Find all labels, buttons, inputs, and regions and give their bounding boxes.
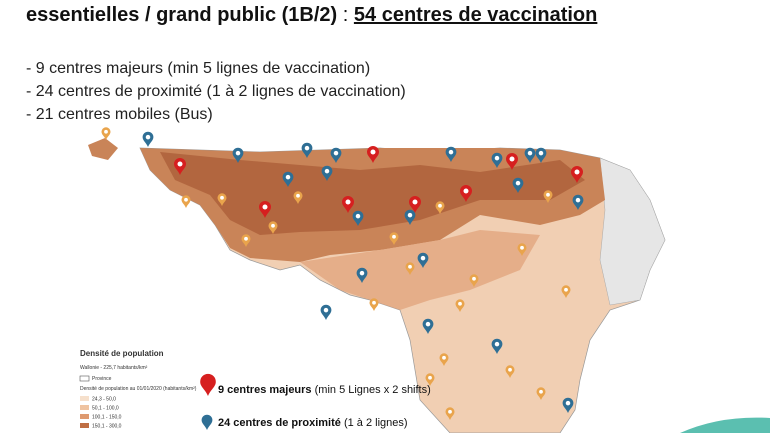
- pin-dot: [538, 150, 544, 156]
- pin-dot: [438, 203, 442, 208]
- pin-dot: [520, 245, 524, 250]
- pin-dot: [104, 129, 108, 134]
- enclave: [88, 138, 118, 160]
- pin-dot: [546, 192, 550, 197]
- pin-dot: [355, 213, 361, 219]
- pin-dot: [304, 145, 310, 151]
- bullet: - 21 centres mobiles (Bus): [26, 106, 213, 123]
- pin-legend-rest: (1 à 2 lignes): [344, 417, 408, 429]
- pin-dot: [420, 255, 426, 261]
- pin-dot: [408, 264, 412, 269]
- class-label: 50,1 - 100,0: [92, 406, 119, 412]
- pin-dot: [494, 341, 500, 347]
- bullet: - 9 centres majeurs (min 5 lignes de vac…: [26, 60, 371, 77]
- pin-dot: [262, 204, 268, 210]
- pin-dot: [564, 287, 568, 292]
- pin-dot: [235, 150, 241, 156]
- pin-dot: [324, 168, 330, 174]
- pin-dot: [527, 150, 533, 156]
- pin-dot: [539, 389, 543, 394]
- pin-dot: [515, 180, 521, 186]
- pin-dot: [244, 236, 248, 241]
- pin-dot: [296, 193, 300, 198]
- pin-dot: [463, 188, 469, 194]
- pin-dot: [145, 134, 151, 140]
- pin-dot: [412, 199, 418, 205]
- pin-legend-0: 9 centres majeurs (min 5 Lignes x 2 shif…: [218, 384, 431, 396]
- pin-dot: [565, 400, 571, 406]
- province-swatch: [79, 375, 90, 382]
- header-left: essentielles / grand public (1B/2): [26, 4, 338, 26]
- pin-legend-bold: 24 centres de proximité: [218, 417, 341, 429]
- teal-curve: [680, 417, 770, 433]
- pin-dot: [428, 375, 432, 380]
- pin-dot: [407, 212, 413, 218]
- pin-legend-1: 24 centres de proximité (1 à 2 lignes): [218, 417, 408, 429]
- pin-dot: [509, 156, 515, 162]
- header-sep: :: [342, 4, 349, 26]
- class-label: 100,1 - 150,0: [92, 415, 122, 421]
- region-east: [599, 157, 666, 306]
- pin-dot: [333, 150, 339, 156]
- pin-legend-bold: 9 centres majeurs: [218, 384, 312, 396]
- map-legend-title: Densité de population: [80, 349, 164, 358]
- pin-dot: [425, 321, 431, 327]
- pin-dot: [285, 174, 291, 180]
- map-legend-province: Province: [92, 376, 112, 382]
- pin-dot: [508, 367, 512, 372]
- header: essentielles / grand public (1B/2) : 54 …: [26, 4, 597, 27]
- pin-dot: [177, 161, 183, 167]
- pin-dot: [472, 276, 476, 281]
- pin-dot: [574, 169, 580, 175]
- class-label: 24,3 - 50,0: [92, 397, 116, 403]
- pin-legend-rest: (min 5 Lignes x 2 shifts): [315, 384, 431, 396]
- pins: [101, 127, 584, 420]
- region-mid: [300, 230, 540, 310]
- pin-dot: [370, 149, 376, 155]
- class-swatch: [80, 423, 89, 428]
- red-pin-icon: [200, 373, 216, 396]
- bullet: - 24 centres de proximité (1 à 2 lignes …: [26, 83, 406, 100]
- pin-dot: [575, 197, 581, 203]
- class-swatch: [80, 405, 89, 410]
- class-swatch: [80, 396, 89, 401]
- pin-dot: [323, 307, 329, 313]
- pin-dot: [448, 149, 454, 155]
- pin-dot: [494, 155, 500, 161]
- class-swatch: [80, 414, 89, 419]
- legend-classes: 24,3 - 50,0 50,1 - 100,0 100,1 - 150,0 150,…: [80, 396, 122, 430]
- pin-dot: [372, 300, 376, 305]
- header-right: 54 centres de vaccination: [353, 4, 598, 26]
- class-label: 150,1 - 300,0: [92, 424, 122, 430]
- pin-dot: [184, 197, 188, 202]
- pin-dot: [458, 301, 462, 306]
- map-legend-subtitle: Wallonie - 225,7 habitants/km²: [80, 365, 148, 371]
- blue-pin-icon: [201, 414, 213, 430]
- pin-dot: [271, 223, 275, 228]
- pin-dot: [448, 409, 452, 414]
- pin-dot: [442, 355, 446, 360]
- pin-dot: [345, 199, 351, 205]
- map-legend-scale-title: Densité de population au 01/01/2020 (hab…: [80, 386, 197, 392]
- pin-dot: [392, 234, 396, 239]
- pin-dot: [359, 270, 365, 276]
- pin-dot: [220, 195, 224, 200]
